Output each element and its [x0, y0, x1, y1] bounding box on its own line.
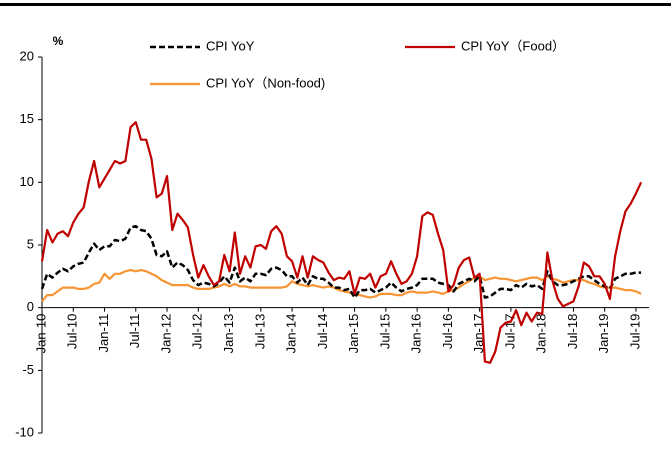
- x-tick-label: Jul-10: [65, 314, 80, 349]
- series-line: [40, 224, 642, 299]
- legend-label: CPI YoY（Food）: [461, 38, 565, 53]
- x-tick-label: Jan-16: [409, 314, 424, 354]
- x-tick-label: Jul-19: [627, 314, 642, 349]
- x-tick-label: Jan-10: [33, 314, 48, 354]
- x-tick-label: Jul-11: [127, 314, 142, 348]
- top-rule: [0, 3, 671, 6]
- x-tick-label: Jul-12: [190, 314, 205, 349]
- x-tick-label: Jul-18: [565, 314, 580, 349]
- y-unit: %: [53, 34, 64, 48]
- series-line: [41, 269, 642, 303]
- x-tick-label: Jul-13: [252, 314, 267, 349]
- y-tick-label: 20: [20, 48, 34, 63]
- x-tick-label: Jan-12: [158, 314, 173, 354]
- x-tick-label: Jan-18: [534, 314, 549, 354]
- x-tick-label: Jul-17: [502, 314, 517, 349]
- y-tick-label: 5: [27, 236, 34, 251]
- x-tick-label: Jul-15: [377, 314, 392, 349]
- x-tick-label: Jul-16: [440, 314, 455, 349]
- x-tick-label: Jan-15: [346, 314, 361, 354]
- series-line: [40, 121, 643, 364]
- x-tick-label: Jan-14: [284, 314, 299, 354]
- y-tick-label: 0: [27, 299, 34, 314]
- legend-label: CPI YoY（Non-food): [206, 75, 325, 90]
- x-tick-label: Jan-11: [96, 314, 111, 353]
- x-tick-label: Jul-14: [315, 314, 330, 349]
- y-tick-label: 10: [20, 174, 34, 189]
- x-tick-label: Jan-13: [221, 314, 236, 354]
- legend-label: CPI YoY: [206, 38, 255, 53]
- y-tick-label: -5: [22, 362, 34, 377]
- y-tick-label: 15: [20, 111, 34, 126]
- y-tick-label: -10: [15, 424, 34, 439]
- x-tick-label: Jan-19: [596, 314, 611, 354]
